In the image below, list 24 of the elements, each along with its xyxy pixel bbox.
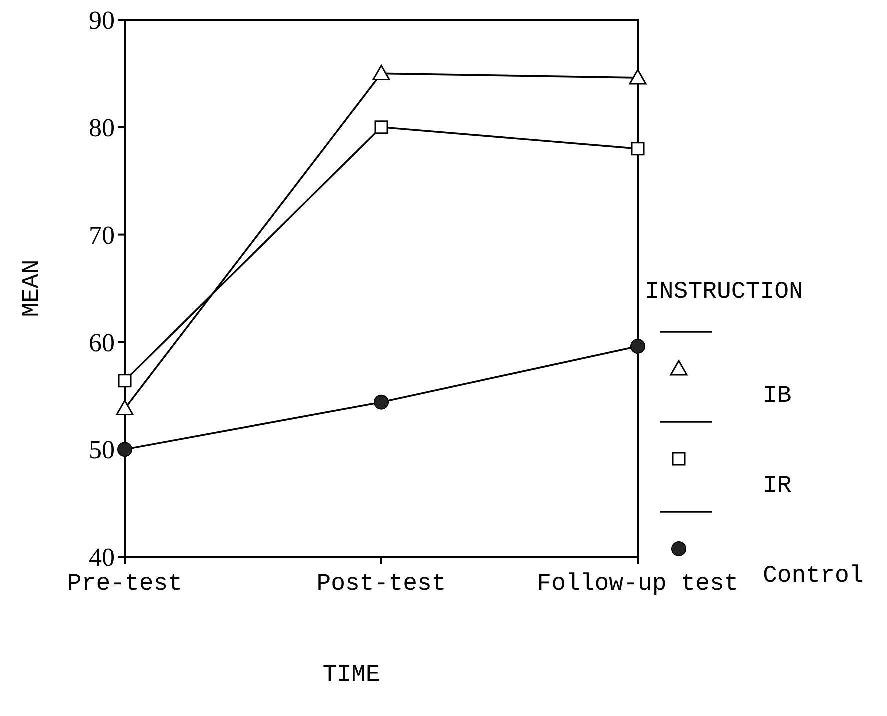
x-axis-title: TIME <box>322 662 380 689</box>
x-tick-label: Pre-test <box>67 571 183 598</box>
y-tick-label: 60 <box>89 328 115 358</box>
y-tick-label: 50 <box>89 436 115 465</box>
y-tick-label: 80 <box>89 114 115 142</box>
point <box>374 120 388 134</box>
legend-title: INSTRUCTION <box>645 279 804 306</box>
y-tick-label: 70 <box>89 220 115 250</box>
point <box>631 142 645 156</box>
y-tick-label: 90 <box>89 6 115 36</box>
text: IR <box>763 473 792 500</box>
y-tick-label: 40 <box>89 543 115 572</box>
point <box>116 400 134 416</box>
point <box>630 338 646 354</box>
text: IB <box>763 383 792 410</box>
x-tick-label: Follow-up test <box>537 571 739 598</box>
text: Control <box>763 563 864 590</box>
point <box>118 374 132 388</box>
point <box>374 394 389 410</box>
point <box>372 64 390 80</box>
x-tick-label: Post-test <box>316 571 446 598</box>
point <box>629 69 647 85</box>
point <box>118 442 132 458</box>
y-axis-title: MEAN <box>19 260 46 318</box>
